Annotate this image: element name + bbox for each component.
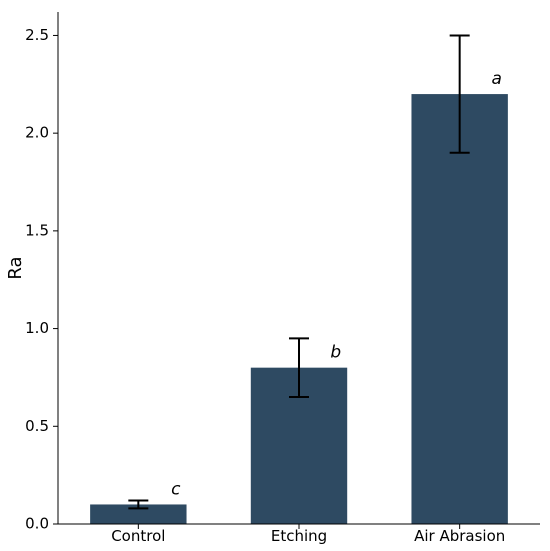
x-tick-label: Control [111, 527, 165, 545]
y-ticks-layer: 0.0 0.5 1.0 1.5 2.0 2.5 [25, 26, 58, 533]
bar [90, 504, 187, 524]
significance-letter: b [330, 343, 341, 363]
y-tick-label: 1.5 [25, 221, 49, 239]
x-ticks-layer: Control Etching Air Abrasion [111, 524, 505, 545]
significance-letter: c [171, 479, 181, 499]
significance-letters-layer: c b a [171, 69, 502, 499]
y-tick-label: 2.5 [25, 26, 49, 44]
bars-layer [90, 94, 508, 525]
x-tick-label: Etching [271, 527, 327, 545]
y-tick-label: 1.0 [25, 319, 49, 337]
y-tick-label: 2.0 [25, 124, 49, 142]
y-axis-title: Ra [5, 256, 26, 279]
bar [411, 94, 508, 525]
y-tick-label: 0.0 [25, 515, 49, 533]
errorbars-layer [128, 34, 470, 510]
significance-letter: a [491, 69, 501, 89]
y-tick-label: 0.5 [25, 417, 49, 435]
x-tick-label: Air Abrasion [414, 527, 505, 545]
